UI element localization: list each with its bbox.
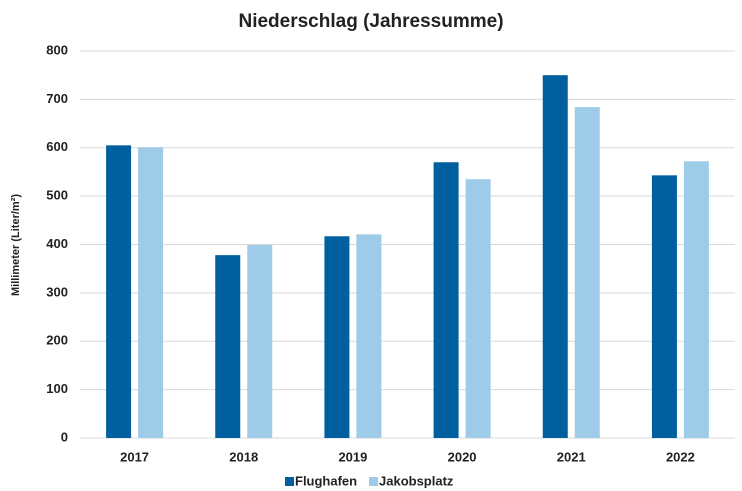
bar <box>106 145 132 439</box>
y-tick-label: 600 <box>46 139 68 154</box>
x-tick-label: 2021 <box>557 449 586 464</box>
x-tick-label: 2018 <box>229 449 258 464</box>
x-tick-label: 2019 <box>338 449 367 464</box>
bar <box>138 147 164 439</box>
y-tick-label: 200 <box>46 333 68 348</box>
chart-title: Niederschlag (Jahressumme) <box>238 11 503 32</box>
y-tick-label: 0 <box>61 429 68 444</box>
y-tick-label: 400 <box>46 236 68 251</box>
bar <box>465 179 491 438</box>
y-tick-label: 100 <box>46 381 68 396</box>
y-axis-label: Millimeter (Liter/m²) <box>10 194 22 296</box>
x-tick-label: 2020 <box>448 449 477 464</box>
legend-label: Flughafen <box>295 473 357 488</box>
bar <box>542 75 568 438</box>
bar <box>356 234 382 438</box>
bar <box>683 161 709 439</box>
legend-swatch <box>369 477 378 486</box>
bar <box>574 107 600 439</box>
bar <box>247 244 273 438</box>
bar <box>324 236 350 438</box>
y-tick-label: 300 <box>46 284 68 299</box>
bar <box>433 162 459 438</box>
x-tick-label: 2022 <box>666 449 695 464</box>
bar <box>651 175 677 439</box>
bar <box>215 255 241 438</box>
y-tick-label: 500 <box>46 188 68 203</box>
legend-swatch <box>285 477 294 486</box>
legend-label: Jakobsplatz <box>379 473 454 488</box>
y-tick-label: 800 <box>46 42 68 57</box>
x-tick-label: 2017 <box>120 449 149 464</box>
y-tick-label: 700 <box>46 91 68 106</box>
